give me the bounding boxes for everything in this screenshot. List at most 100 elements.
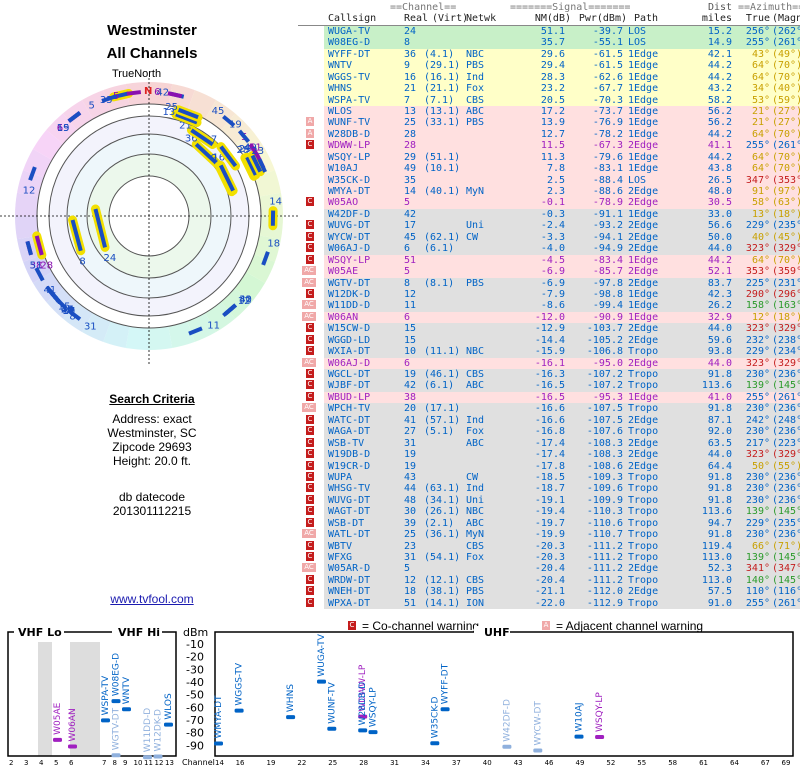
cell-dist: 50.0 (707, 231, 732, 243)
warning-flag-icon: A (306, 128, 314, 138)
table-row[interactable]: C WGGD-LD 15 -14.4 -105.2 2Edge 59.6 232°(238°) (298, 334, 800, 347)
table-row[interactable]: C WNEH-DT 18 (38.1) PBS -21.1 -112.0 2Edge 57.5 1… (298, 586, 800, 598)
table-row[interactable]: A W28DB-D 28 12.7 -78.2 1Edge 44.2 64° (70°) (298, 128, 800, 141)
table-row[interactable]: W35CK-D 35 2.5 -88.4 LOS 26.5 347°(353°) (298, 174, 800, 186)
cell-real: 28 (404, 140, 417, 152)
cell-pwr: -79.6 (592, 151, 623, 163)
table-row[interactable]: C WPXA-DT 51 (14.1) ION -22.0 -112.9 Tropo 91.0 2… (298, 597, 800, 610)
table-row[interactable]: AC W05AE 5 -6.9 -85.7 2Edge 52.1 353°(359°) (298, 266, 800, 278)
cell-nm: -19.7 (534, 517, 565, 529)
table-row[interactable]: C WATC-DT 41 (57.1) Ind -16.6 -107.5 2Edge 87.1 2… (298, 414, 800, 427)
table-row[interactable]: AC W06AN 6 -12.0 -90.9 1Edge 32.9 12° (18°) (298, 311, 800, 324)
cell-dist: 57.5 (707, 586, 732, 598)
spectrum-marker-label: W11DD-D (143, 708, 153, 752)
table-row[interactable]: WHNS 21 (21.1) Fox 23.2 -67.7 1Edge 43.2 34° (40°… (298, 83, 800, 95)
cell-dist: 32.9 (707, 311, 732, 323)
table-row[interactable]: WGGS-TV 16 (16.1) Ind 28.3 -62.6 1Edge 44.2 64°(… (298, 71, 800, 84)
table-row[interactable]: AC W05AR-D 5 -20.4 -111.2 2Edge 52.3 341°(347°) (298, 563, 800, 575)
cell-magn: (262°) (772, 25, 800, 37)
cell-dist: 94.7 (707, 517, 732, 529)
table-row[interactable]: AC WATL-DT 25 (36.1) MyN -19.9 -110.7 Tropo 91.8… (298, 529, 800, 541)
table-row[interactable]: C WSB-DT 39 (2.1) ABC -19.7 -110.6 Tropo 94.7 229… (298, 517, 800, 530)
cell-real: 8 (404, 277, 411, 289)
x-tick-label: 49 (576, 759, 585, 767)
warning-flag-icon: C (306, 460, 314, 470)
header-callsign: Callsign (328, 13, 377, 25)
table-row[interactable]: C WHSG-TV 44 (63.1) Ind -18.7 -109.6 Tropo 91.8 2… (298, 483, 800, 495)
spectrum-marker-label: W28DB-D (358, 682, 368, 726)
x-tick-label: 22 (297, 759, 306, 767)
table-row[interactable]: C WDWW-LP 28 11.5 -67.3 2Edge 41.1 255°(261°) (298, 140, 800, 152)
warning-flag-icon: C (306, 231, 314, 241)
cell-path: 2Edge (628, 460, 659, 472)
cell-pwr: -62.6 (592, 71, 623, 83)
table-row[interactable]: AC W11DD-D 11 -8.6 -99.4 1Edge 26.2 158°(163°) (298, 300, 800, 312)
y-tick-label: -10 (186, 638, 204, 651)
table-row[interactable]: AC WPCH-TV 20 (17.1) -16.6 -107.5 Tropo 91.8 230… (298, 403, 800, 415)
table-row[interactable]: C WYCW-DT 45 (62.1) CW -3.3 -94.1 2Edge 50.0 40°(… (298, 231, 800, 244)
cell-net: PBS (466, 277, 485, 289)
x-tick-label: 3 (24, 759, 28, 767)
polar-channel-label: 12 (238, 296, 251, 307)
table-row[interactable]: C WBTV 23 CBS -20.3 -111.2 Tropo 119.4 66° (71°) (298, 540, 800, 552)
table-row[interactable]: C WAGT-DT 30 (26.1) NBC -19.4 -110.3 Tropo 113.6… (298, 506, 800, 518)
table-row[interactable]: WMYA-DT 14 (40.1) MyN 2.3 -88.6 2Edge 48.0 91° (9… (298, 186, 800, 198)
cell-real: 42 (404, 380, 417, 392)
table-row[interactable]: AC W06AJ-D 6 -16.1 -95.0 2Edge 44.0 323°(329°) (298, 357, 800, 369)
polar-channel-label: 25 (61, 305, 74, 316)
cell-path: LOS (628, 25, 647, 37)
table-row[interactable]: C W05AO 5 -0.1 -78.9 2Edge 30.5 58° (63°) (298, 197, 800, 209)
table-row[interactable]: C W19CR-D 19 -17.8 -108.6 2Edge 64.4 50° (55°) (298, 460, 800, 472)
table-row[interactable]: A WUNF-TV 25 (33.1) PBS 13.9 -76.9 1Edge 56.2 21°… (298, 117, 800, 129)
table-row[interactable]: C WJBF-DT 42 (6.1) ABC -16.5 -107.2 Tropo 113.6 1… (298, 380, 800, 392)
table-row[interactable]: WSQY-LP 29 (51.1) 11.3 -79.6 1Edge 44.2 64° (70°… (298, 151, 800, 164)
polar-station-mark: 16 (212, 152, 238, 196)
cell-path: Tropo (628, 552, 659, 563)
cell-pwr: -55.1 (592, 37, 623, 49)
table-row[interactable]: W10AJ 49 (10.1) 7.8 -83.1 1Edge 43.8 64° (70°) (298, 163, 800, 175)
cell-path: 2Edge (628, 563, 659, 575)
table-row[interactable]: C WFXG 31 (54.1) Fox -20.3 -111.2 Tropo 113.0 139… (298, 552, 800, 564)
polar-channel-label: 24 (103, 253, 116, 264)
tvfool-link[interactable]: www.tvfool.com (110, 592, 194, 606)
cell-true: 34° (751, 83, 770, 95)
table-row[interactable]: C WUVG-DT 48 (34.1) Uni -19.1 -109.9 Tropo 91.8 2… (298, 494, 800, 507)
polar-channel-label: 12 (23, 186, 36, 197)
table-row[interactable]: C WXIA-DT 10 (11.1) NBC -15.9 -106.8 Tropo 93.8 2… (298, 346, 800, 358)
table-row[interactable]: C WSQY-LP 51 -4.5 -83.4 1Edge 44.2 64° (70°) (298, 254, 800, 267)
cell-true: 64° (751, 128, 770, 140)
cell-true: 158° (745, 300, 770, 312)
table-row[interactable]: C WAGA-DT 27 (5.1) Fox -16.8 -107.6 Tropo 92.0 23… (298, 426, 800, 438)
table-row[interactable]: WNTV 9 (29.1) PBS 29.4 -61.5 1Edge 44.2 64° (70°) (298, 60, 800, 72)
cell-true: 64° (751, 151, 770, 163)
table-row[interactable]: C WUPA 43 CW -18.5 -109.3 Tropo 91.8 230°(236°) (298, 471, 800, 484)
cell-magn: (236°) (772, 483, 800, 495)
cell-nm: -18.5 (534, 471, 565, 483)
table-row[interactable]: C W19DB-D 19 -17.4 -108.3 2Edge 44.0 323°(329°) (298, 449, 800, 461)
table-row[interactable]: C WUVG-DT 17 Uni -2.4 -93.2 2Edge 56.6 229° (235°… (298, 220, 800, 232)
cell-magn: (27°) (772, 105, 800, 117)
table-row[interactable]: C WBUD-LP 38 -16.5 -95.3 1Edge 41.0 255°(261°) (298, 391, 800, 404)
cell-call: WPCH-TV (328, 403, 371, 415)
warning-flag-icon: AC (302, 563, 316, 573)
cell-net: MyN (466, 186, 485, 197)
table-row[interactable]: WUGA-TV 24 51.1 -39.7 LOS 15.2 256°(262°) (298, 25, 800, 38)
cell-magn: (329°) (772, 243, 800, 255)
table-row[interactable]: W42DF-D 42 -0.3 -91.1 1Edge 33.0 13° (18°) (298, 208, 800, 221)
cell-real: 43 (404, 471, 417, 483)
table-row[interactable]: WLOS 13 (13.1) ABC 17.2 -73.7 1Edge 56.2 21° (27°… (298, 105, 800, 118)
table-row[interactable]: C WRDW-DT 12 (12.1) CBS -20.4 -111.2 Tropo 113.0… (298, 574, 800, 587)
table-row[interactable]: C W15CW-D 15 -12.9 -103.7 2Edge 44.0 323°(329°) (298, 323, 800, 335)
table-row[interactable]: C W06AJ-D 6 (6.1) -4.0 -94.9 2Edge 44.0 323° (329… (298, 243, 800, 255)
table-row[interactable]: WSPA-TV 7 (7.1) CBS 20.5 -70.3 1Edge 58.2 53° (59… (298, 94, 800, 106)
cell-call: WSQY-LP (328, 151, 371, 163)
table-row[interactable]: AC WGTV-DT 8 (8.1) PBS -6.9 -97.8 2Edge 83.7 225°… (298, 277, 800, 289)
table-row[interactable]: WYFF-DT 36 (4.1) NBC 29.6 -61.5 1Edge 42.1 43° (4… (298, 48, 800, 61)
y-tick-label: -90 (186, 739, 204, 752)
warning-flag-icon: AC (302, 529, 316, 539)
table-row[interactable]: C W12DK-D 12 -7.9 -98.8 1Edge 42.3 290°(296°) (298, 288, 800, 301)
table-row[interactable]: C WSB-TV 31 ABC -17.4 -108.3 2Edge 63.5 217° (223… (298, 437, 800, 450)
table-row[interactable]: C WGCL-DT 19 (46.1) CBS -16.3 -107.2 Tropo 91.8 2… (298, 369, 800, 381)
table-row[interactable]: W08EG-D 8 35.7 -55.1 LOS 14.9 255°(261°) (298, 37, 800, 49)
header-path: Path (634, 13, 659, 25)
